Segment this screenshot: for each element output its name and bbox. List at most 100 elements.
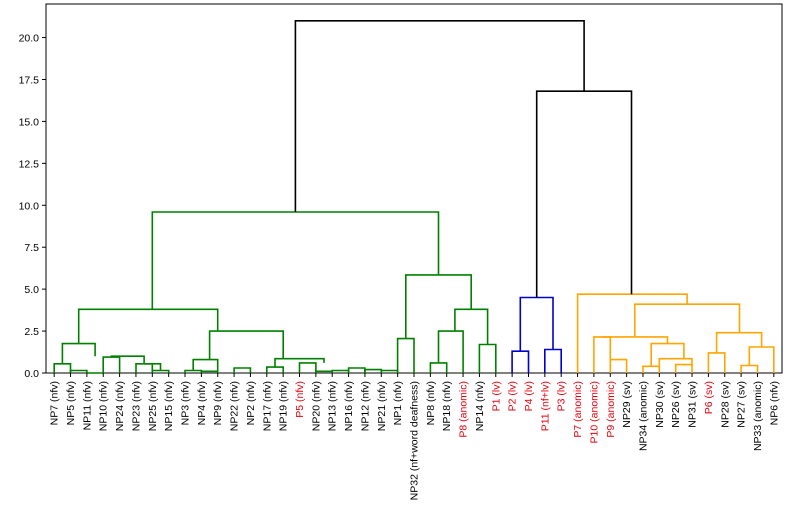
leaf-label: NP12 (nfv) — [359, 381, 371, 431]
leaf-label: NP8 (nfv) — [425, 381, 437, 425]
dendrogram-link — [294, 19, 585, 212]
dendrogram-link — [658, 357, 693, 367]
dendrogram-link — [265, 366, 285, 373]
leaf-label: NP2 (nfv) — [245, 381, 257, 425]
dendrogram-link — [61, 342, 96, 364]
leaf-label: NP30 (sv) — [654, 381, 666, 428]
dendrogram-link — [298, 362, 317, 373]
dendrogram-link — [192, 358, 219, 373]
leaf-label: NP7 (nfv) — [49, 381, 61, 425]
dendrogram-link — [707, 352, 726, 373]
dendrogram-link — [642, 365, 661, 373]
plot-area-border — [45, 3, 783, 374]
dendrogram-link — [543, 348, 563, 373]
leaf-label: NP19 (nfv) — [278, 381, 290, 431]
leaf-label: NP23 (nfv) — [130, 381, 142, 431]
dendrogram-link — [77, 308, 219, 344]
y-axis: 0.0 2.5 5.0 7.5 10.0 12.5 15.0 17.5 20.0 — [19, 33, 46, 380]
leaf-label: P5 (nfv) — [294, 381, 306, 418]
leaf-label: NP17 (nfv) — [261, 381, 273, 431]
dendrogram-link — [404, 274, 473, 339]
y-tick-label: 0.0 — [24, 368, 39, 380]
leaf-label: P11 (nf+lv) — [539, 381, 551, 431]
dendrogram-link — [535, 90, 633, 298]
leaf-label: P7 (anomic) — [572, 381, 584, 438]
dendrogram-link — [593, 336, 612, 373]
leaf-labels: NP7 (nfv) NP5 (nfv) NP11 (nfv) NP10 (nfv) NP… — [49, 373, 780, 500]
leaf-label: P6 (sv) — [703, 381, 715, 414]
leaf-label: P3 (lv) — [556, 381, 568, 411]
y-tick-label: 20.0 — [19, 33, 40, 45]
y-tick-label: 10.0 — [19, 200, 40, 212]
leaf-label: NP31 (sv) — [687, 381, 699, 428]
leaf-label: NP16 (nfv) — [343, 381, 355, 431]
dendrogram-link — [650, 342, 685, 367]
leaf-label: NP6 (nfv) — [768, 381, 780, 425]
dendrogram-link — [233, 367, 252, 373]
dendrogram-link — [208, 330, 285, 360]
dendrogram-link — [715, 331, 763, 353]
leaf-label: NP24 (nfv) — [114, 381, 126, 431]
leaf-label: P9 (anomic) — [605, 381, 617, 438]
dendrogram-link — [53, 362, 72, 373]
dendrogram-link — [674, 363, 693, 373]
leaf-label: NP29 (sv) — [621, 381, 633, 428]
dendrogram-link — [151, 369, 170, 373]
leaf-label: NP28 (sv) — [719, 381, 731, 428]
leaf-label: NP18 (nfv) — [441, 381, 453, 431]
dendrogram-link — [364, 368, 383, 373]
dendrogram-links — [53, 19, 775, 374]
dendrogram-link — [454, 308, 489, 345]
dendrogram-link — [274, 357, 325, 368]
dendrogram-link — [396, 337, 415, 373]
dendrogram-link — [144, 362, 162, 371]
leaf-label: P8 (anomic) — [458, 381, 470, 438]
dendrogram-link — [602, 336, 669, 344]
leaf-label: NP26 (sv) — [670, 381, 682, 428]
plot-frame — [45, 3, 783, 374]
leaf-label: P10 (anomic) — [588, 381, 600, 443]
leaf-label: NP21 (nfv) — [376, 381, 388, 431]
dendrogram-link — [135, 362, 154, 373]
leaf-label: NP34 (anomic) — [637, 381, 649, 451]
dendrogram-link — [102, 356, 121, 373]
y-tick-label: 17.5 — [19, 74, 40, 86]
leaf-label: NP13 (nfv) — [327, 381, 339, 431]
y-tick-label: 7.5 — [24, 242, 39, 254]
leaf-label: NP32 (nf+word deafness) — [409, 381, 421, 500]
leaf-label: NP15 (nfv) — [163, 381, 175, 431]
leaf-label: NP4 (nfv) — [196, 381, 208, 425]
leaf-label: NP10 (nfv) — [98, 381, 110, 431]
dendrogram-link — [511, 350, 530, 373]
y-tick-label: 2.5 — [24, 326, 39, 338]
leaf-label: NP3 (nfv) — [180, 381, 192, 425]
dendrogram-link — [347, 367, 366, 373]
leaf-label: NP25 (nfv) — [147, 381, 159, 431]
dendrogram-link — [740, 364, 759, 373]
leaf-label: NP33 (anomic) — [752, 381, 764, 451]
leaf-label: NP9 (nfv) — [212, 381, 224, 425]
dendrogram-link — [748, 346, 775, 373]
dendrogram-link — [519, 296, 554, 352]
leaf-label: P4 (lv) — [523, 381, 535, 411]
dendrogram-link — [609, 358, 628, 373]
dendrogram-link — [151, 211, 440, 310]
leaf-label: P1 (lv) — [490, 381, 502, 411]
dendrogram-link — [576, 293, 688, 373]
y-tick-label: 12.5 — [19, 158, 40, 170]
dendrogram-link — [478, 343, 497, 373]
leaf-label: NP27 (sv) — [736, 381, 748, 428]
dendrogram-link — [110, 355, 145, 364]
dendrogram-link — [200, 370, 219, 373]
leaf-label: NP5 (nfv) — [65, 381, 77, 425]
leaf-label: NP1 (nfv) — [392, 381, 404, 425]
leaf-label: NP14 (nfv) — [474, 381, 486, 431]
y-tick-label: 5.0 — [24, 284, 39, 296]
y-tick-label: 15.0 — [19, 116, 40, 128]
dendrogram-link — [429, 362, 448, 373]
dendrogram-link — [69, 369, 88, 373]
leaf-label: P2 (lv) — [507, 381, 519, 411]
leaf-label: NP11 (nfv) — [81, 381, 93, 430]
dendrogram-link — [437, 330, 464, 373]
